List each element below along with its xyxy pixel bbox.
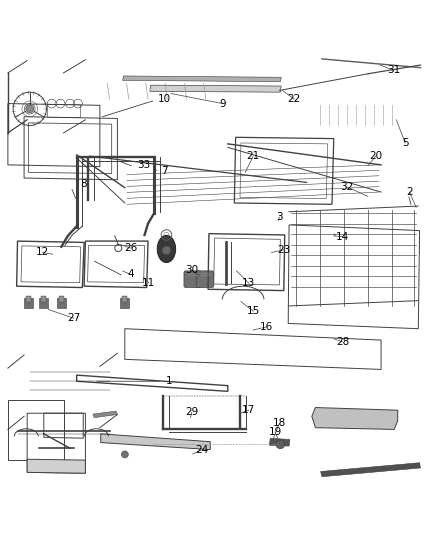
Polygon shape <box>101 434 210 449</box>
Polygon shape <box>27 459 85 473</box>
Polygon shape <box>93 411 117 418</box>
Text: 24: 24 <box>196 445 209 455</box>
Text: 18: 18 <box>273 418 286 429</box>
Ellipse shape <box>157 236 176 263</box>
Text: 22: 22 <box>288 94 301 104</box>
Text: 33: 33 <box>137 160 150 170</box>
Text: 12: 12 <box>36 247 49 257</box>
Text: 30: 30 <box>185 265 198 275</box>
Text: 17: 17 <box>242 405 255 415</box>
Text: 16: 16 <box>260 322 273 332</box>
Text: 13: 13 <box>242 278 255 288</box>
Text: 9: 9 <box>219 99 226 109</box>
Polygon shape <box>321 463 420 477</box>
Text: 19: 19 <box>268 427 282 437</box>
Text: 10: 10 <box>158 94 171 104</box>
Bar <box>57 298 66 308</box>
Text: 14: 14 <box>336 232 349 242</box>
Text: 1: 1 <box>165 376 172 386</box>
Bar <box>59 296 64 302</box>
Text: 15: 15 <box>247 306 260 316</box>
Bar <box>47 103 80 117</box>
Bar <box>41 296 46 302</box>
Circle shape <box>276 440 285 449</box>
Bar <box>122 296 127 302</box>
FancyBboxPatch shape <box>184 271 201 287</box>
Polygon shape <box>312 408 398 430</box>
Text: 23: 23 <box>277 245 290 255</box>
Text: 32: 32 <box>340 182 353 192</box>
Bar <box>26 296 31 302</box>
Text: 5: 5 <box>402 138 409 148</box>
Text: 3: 3 <box>276 213 283 222</box>
Polygon shape <box>150 85 281 92</box>
Polygon shape <box>269 438 290 446</box>
Text: 26: 26 <box>124 243 137 253</box>
Text: 7: 7 <box>161 166 168 176</box>
Bar <box>24 298 33 308</box>
Bar <box>39 298 48 308</box>
Text: 27: 27 <box>67 313 80 323</box>
Text: 21: 21 <box>247 151 260 161</box>
Text: 8: 8 <box>80 179 87 189</box>
Circle shape <box>121 451 128 458</box>
Text: 11: 11 <box>142 278 155 288</box>
Text: 29: 29 <box>185 407 198 417</box>
Text: 4: 4 <box>127 269 134 279</box>
Text: 2: 2 <box>406 187 413 197</box>
Circle shape <box>162 246 171 255</box>
Bar <box>120 298 129 308</box>
Polygon shape <box>123 76 281 82</box>
Circle shape <box>26 105 34 113</box>
FancyBboxPatch shape <box>196 271 214 287</box>
Text: 28: 28 <box>336 337 349 347</box>
Text: 20: 20 <box>369 151 382 161</box>
Text: 31: 31 <box>387 65 400 75</box>
